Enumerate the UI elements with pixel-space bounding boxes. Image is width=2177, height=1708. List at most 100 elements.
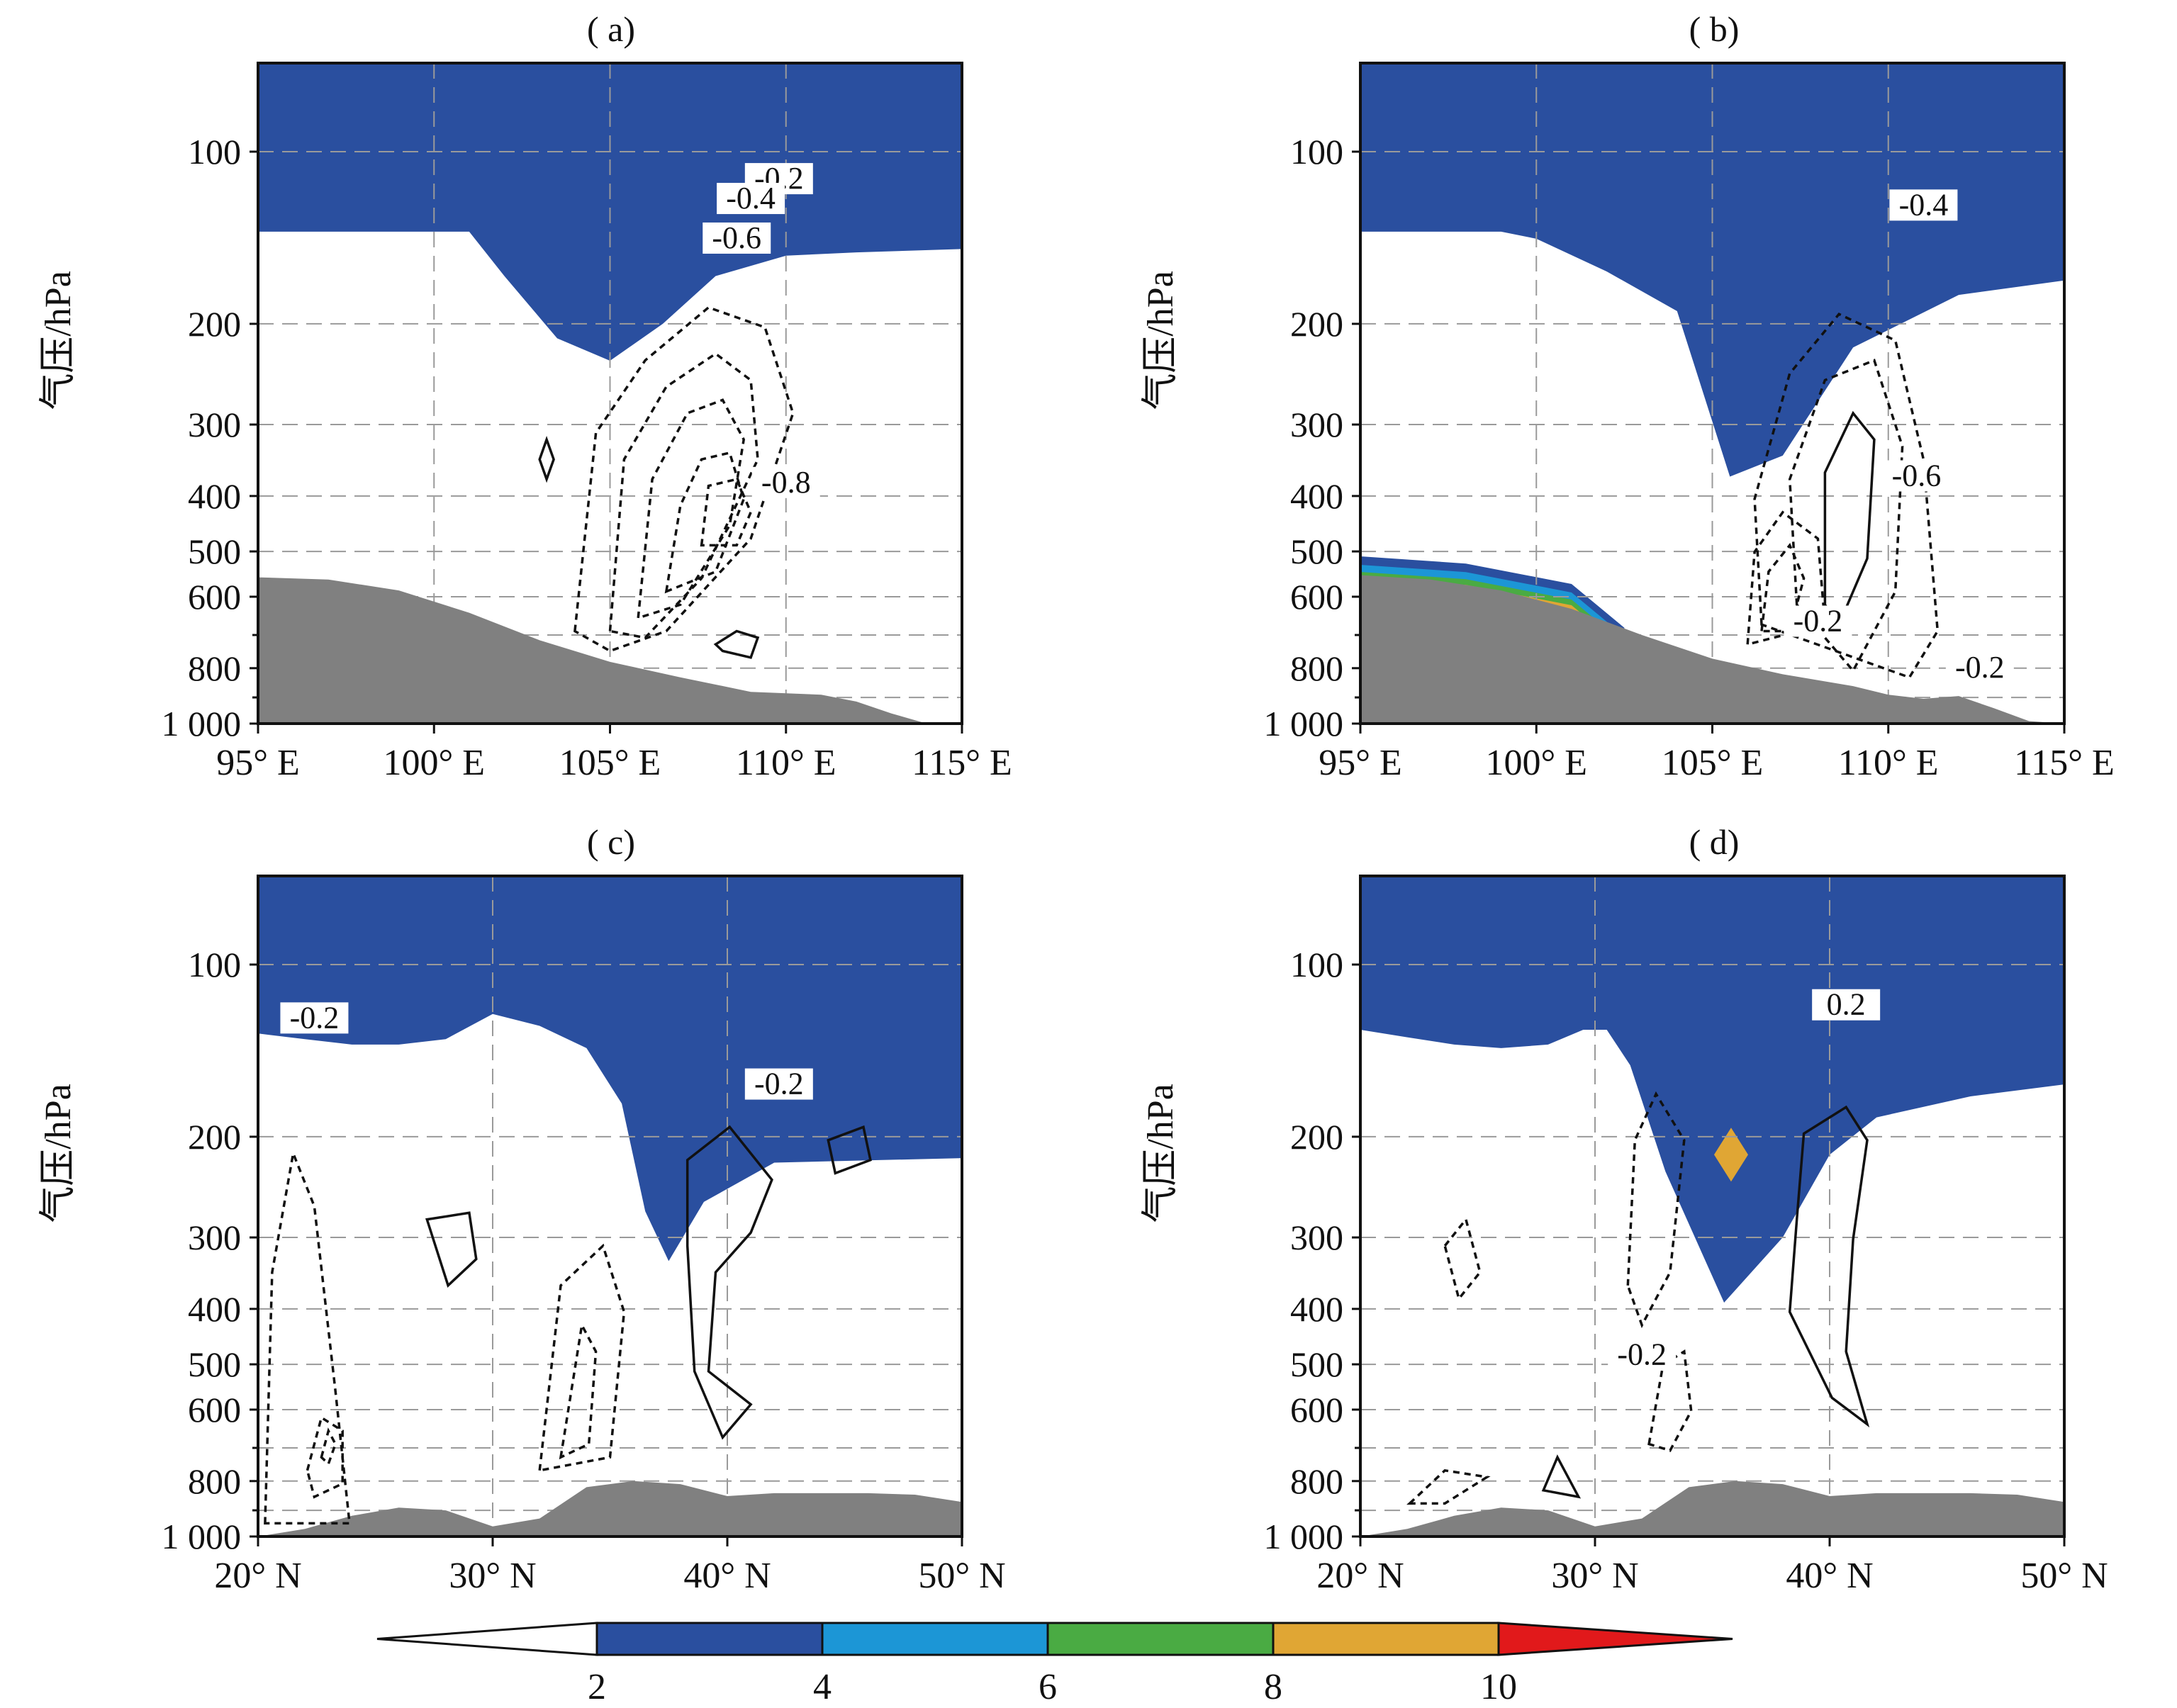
shading-spot-8 — [1713, 1128, 1748, 1182]
contours — [1406, 1091, 1870, 1505]
colorbar-tick-label: 6 — [1039, 1667, 1057, 1707]
panel-label: ( d) — [1689, 822, 1740, 862]
terrain — [1360, 1481, 2064, 1536]
contour-negative — [559, 1321, 598, 1460]
contour-label: -0.2 — [1793, 604, 1843, 639]
y-tick-label: 600 — [188, 577, 241, 617]
y-tick-label: 1 000 — [1264, 1517, 1344, 1556]
terrain — [258, 577, 962, 724]
contour-label-bg — [717, 183, 785, 215]
x-tick-label: 105° E — [559, 743, 661, 783]
x-tick-label: 30° N — [449, 1556, 536, 1596]
contour-positive — [1788, 1105, 1870, 1428]
y-tick-label: 800 — [188, 1461, 241, 1501]
y-axis-label: 气压/hPa — [38, 271, 79, 410]
contour-positive — [425, 1211, 478, 1288]
contour-label: -0.2 — [290, 1000, 340, 1035]
colorbar-tick-label: 4 — [813, 1667, 832, 1707]
contour-label: -0.8 — [761, 465, 811, 500]
panel-b: ( b) -0.4 -0.6 -0.2 -0.2 100 200 300 400 500 600 80… — [1141, 9, 2115, 783]
y-tick-label: 500 — [188, 1344, 241, 1384]
y-tick-label: 400 — [1290, 476, 1343, 516]
colorbar-tick-label: 8 — [1264, 1667, 1282, 1707]
y-tick-label: 100 — [188, 132, 241, 172]
contour-negative — [306, 1415, 344, 1499]
y-tick-label: 1 000 — [162, 704, 242, 743]
contour-negative — [320, 1427, 337, 1466]
contour-negative — [538, 1243, 626, 1472]
contour-label-bg — [280, 1002, 349, 1034]
contour-label-bg — [1945, 651, 2014, 683]
y-tick-label: 100 — [1290, 945, 1343, 984]
contour-negative — [1760, 543, 1806, 633]
contour-negative — [608, 352, 759, 639]
panel-c: ( c) -0.2 -0.2 100 200 300 400 500 600 800 1 000 气压… — [38, 822, 1006, 1596]
terrain — [1360, 575, 2064, 724]
plot-area: -0.4 -0.6 -0.2 -0.2 — [1360, 63, 2064, 724]
colorbar: 2 4 6 8 10 — [376, 1622, 1733, 1707]
contour-label-bg — [744, 1068, 813, 1100]
x-tick-label: 110° E — [1838, 743, 1939, 783]
y-tick-label: 500 — [1290, 1344, 1343, 1384]
y-tick-label: 600 — [188, 1390, 241, 1429]
contour-label-bg — [1784, 605, 1852, 637]
y-tick-label: 300 — [188, 405, 241, 444]
panels: ( a) -0.2 -0.4 -0.6 -0.8 100 200 300 400 500 600 80… — [38, 9, 2115, 1596]
plot-area: -0.2-0.4-0.6-0.8 — [258, 63, 962, 724]
colorbar-segment — [1046, 1622, 1275, 1656]
contour-positive — [538, 435, 555, 483]
y-tick-label: 1 000 — [1264, 704, 1344, 743]
x-tick-label: 115° E — [2014, 743, 2115, 783]
contour-negative — [1406, 1468, 1491, 1505]
x-tick-label: 30° N — [1551, 1556, 1638, 1596]
contours — [264, 1125, 872, 1525]
colorbar-segment — [821, 1622, 1049, 1656]
y-tick-label: 500 — [1290, 532, 1343, 571]
x-tick-label: 95° E — [1319, 743, 1402, 783]
y-tick-label: 800 — [1290, 1461, 1343, 1501]
contour-negative — [1788, 359, 1904, 673]
y-tick-label: 400 — [188, 1289, 241, 1329]
y-tick-label: 300 — [1290, 405, 1343, 444]
contour-negative — [637, 398, 746, 620]
contour-label: -0.4 — [726, 181, 776, 215]
x-tick-label: 20° N — [1316, 1556, 1404, 1596]
contour-positive — [685, 1125, 773, 1440]
y-tick-label: 300 — [1290, 1218, 1343, 1257]
y-tick-label: 800 — [188, 648, 241, 688]
panel-a: ( a)-0.2-0.4-0.6-0.810020030040050060080… — [38, 9, 1012, 783]
panel-label: ( c) — [587, 822, 635, 862]
contour-label: 0.2 — [1827, 987, 1866, 1022]
colorbar-low-triangle — [376, 1622, 598, 1656]
colorbar-high-triangle — [1497, 1622, 1733, 1656]
colorbar-tick-label: 10 — [1480, 1667, 1517, 1707]
x-tick-label: 95° E — [216, 743, 300, 783]
y-tick-label: 400 — [1290, 1289, 1343, 1329]
contour-label: -0.2 — [1617, 1337, 1667, 1372]
y-tick-label: 200 — [1290, 1117, 1343, 1157]
plot-frame — [257, 875, 963, 1538]
x-tick-label: 110° E — [736, 743, 836, 783]
plot-frame — [1359, 875, 2066, 1538]
x-tick-label: 50° N — [918, 1556, 1005, 1596]
contour-label: -0.2 — [754, 1067, 804, 1101]
y-axis-label: 气压/hPa — [38, 1084, 79, 1223]
contour-label-bg — [1812, 989, 1881, 1021]
plot-area: -0.2 -0.2 — [258, 876, 962, 1536]
contour-label: -0.6 — [1892, 458, 1942, 493]
x-tick-label: 40° N — [683, 1556, 771, 1596]
contour-label: -0.4 — [1899, 187, 1949, 222]
contour-negative — [700, 478, 753, 547]
contour-label: -0.2 — [1955, 650, 2005, 685]
x-tick-label: 100° E — [1485, 743, 1587, 783]
contour-label-bg — [1882, 460, 1951, 492]
contour-positive — [713, 629, 760, 659]
panel-label: ( a) — [587, 9, 635, 49]
contour-label-bg — [1608, 1339, 1677, 1371]
contour-negative — [573, 305, 795, 653]
contours — [538, 305, 795, 659]
contour-negative — [264, 1149, 352, 1525]
panel-d: ( d) 0.2 -0.2 100 200 300 400 500 600 800 1 000 气压/… — [1141, 822, 2108, 1596]
x-tick-label: 20° N — [214, 1556, 301, 1596]
y-tick-label: 600 — [1290, 1390, 1343, 1429]
